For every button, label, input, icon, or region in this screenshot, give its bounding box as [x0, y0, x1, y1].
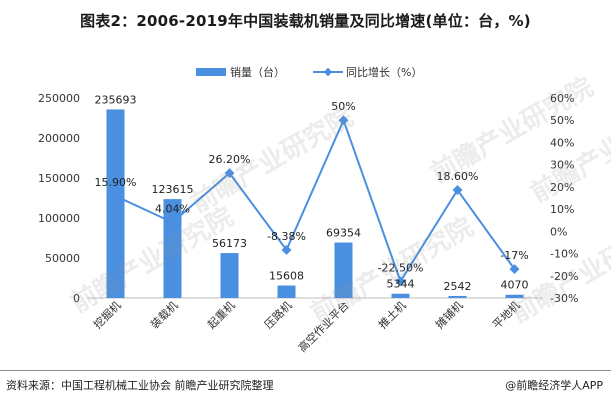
growth-point — [509, 264, 520, 275]
left-tick-label: 250000 — [38, 92, 80, 105]
growth-data-label: 50% — [331, 100, 355, 113]
growth-data-label: 26.20% — [209, 153, 251, 166]
growth-point — [452, 185, 463, 195]
chart-legend: 销量（台） 同比增长（%） — [0, 64, 611, 80]
legend-bar-swatch — [196, 68, 226, 76]
growth-point — [338, 115, 349, 126]
left-tick-label: 150000 — [38, 172, 80, 185]
sales-data-label: 123615 — [152, 183, 194, 196]
growth-data-label: 4.04% — [155, 202, 190, 215]
right-tick-label: 20% — [550, 181, 574, 194]
legend-bar-label: 销量（台） — [230, 66, 285, 79]
sales-bar — [505, 294, 524, 298]
category-label: 推土机 — [375, 298, 408, 331]
sales-data-label: 15608 — [269, 270, 304, 283]
growth-data-label: -17% — [500, 249, 528, 262]
category-label: 摊铺机 — [432, 298, 465, 331]
right-tick-label: -20% — [550, 270, 578, 283]
growth-point — [395, 276, 406, 287]
chart-title: 图表2：2006-2019年中国装载机销量及同比增速(单位：台，%) — [80, 12, 531, 30]
growth-point — [167, 217, 178, 228]
sales-data-label: 69354 — [326, 227, 361, 240]
sales-bar — [106, 109, 125, 298]
sales-data-label: 2542 — [444, 280, 472, 293]
sales-bar — [334, 242, 353, 298]
combo-chart: 0 50000 100000 150000 200000 250000 -30% -20% -1… — [38, 92, 578, 355]
category-label: 挖掘机 — [90, 298, 123, 331]
sales-data-label: 56173 — [212, 237, 247, 250]
sales-bar — [277, 285, 296, 298]
sales-data-label: 235693 — [95, 93, 137, 106]
right-tick-label: 50% — [550, 114, 574, 127]
right-tick-label: -30% — [550, 292, 578, 305]
growth-data-label: -22.50% — [378, 261, 424, 274]
category-label: 起重机 — [204, 298, 237, 331]
growth-point — [224, 168, 235, 179]
growth-data-label: 15.90% — [95, 176, 137, 189]
right-tick-label: 40% — [550, 136, 574, 149]
growth-data-label: 18.60% — [437, 170, 479, 183]
category-label: 平地机 — [489, 298, 522, 331]
category-label: 高空作业平台 — [295, 298, 352, 355]
brand-credit: @前瞻经济学人APP — [505, 379, 603, 392]
left-tick-label: 50000 — [45, 252, 80, 265]
right-tick-label: 10% — [550, 203, 574, 216]
left-tick-label: 0 — [73, 292, 80, 305]
growth-data-label: -8.38% — [267, 230, 306, 243]
left-tick-label: 200000 — [38, 132, 80, 145]
growth-point — [281, 245, 292, 255]
right-tick-label: 60% — [550, 92, 574, 105]
growth-line — [115, 117, 516, 284]
footer-divider — [0, 370, 611, 371]
sales-bar — [448, 295, 467, 298]
source-note: 资料来源：中国工程机械工业协会 前瞻产业研究院整理 — [6, 379, 274, 392]
category-label: 装载机 — [147, 298, 180, 331]
right-tick-label: 0% — [550, 225, 567, 238]
category-label: 压路机 — [261, 298, 294, 331]
sales-data-label: 4070 — [501, 279, 529, 292]
sales-bar — [163, 199, 182, 298]
left-tick-label: 100000 — [38, 212, 80, 225]
sales-bar — [220, 253, 239, 298]
sales-data-label: 5344 — [387, 278, 415, 291]
sales-bar — [391, 293, 410, 298]
legend-line-label: 同比增长（%） — [346, 66, 423, 79]
right-tick-label: 30% — [550, 159, 574, 172]
growth-point — [110, 191, 121, 201]
legend-line-swatch — [313, 67, 343, 77]
right-tick-label: -10% — [550, 248, 578, 261]
